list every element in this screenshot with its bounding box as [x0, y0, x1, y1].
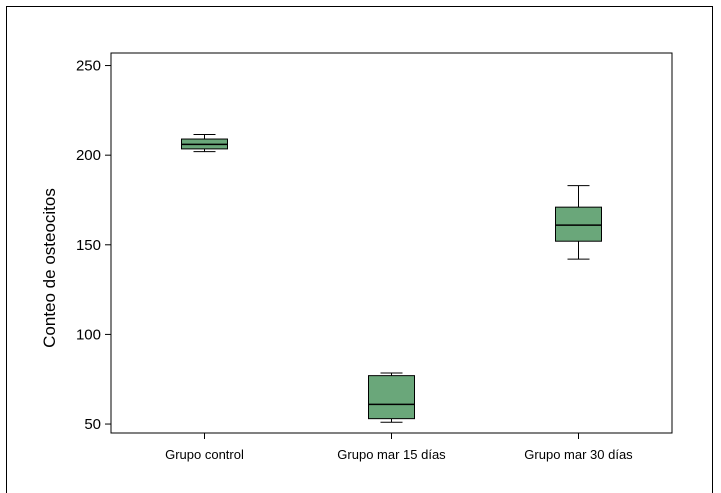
x-axis: Grupo control Grupo mar 15 días Grupo mar …: [165, 433, 633, 462]
x-tick-label: Grupo mar 30 días: [524, 447, 633, 462]
x-tick-label: Grupo control: [165, 447, 244, 462]
y-axis: 50 100 150 200 250: [76, 58, 111, 433]
y-tick-label: 200: [76, 147, 101, 164]
figure-frame: [6, 6, 713, 493]
box-2: [555, 185, 602, 260]
y-tick-label: 250: [76, 58, 101, 75]
y-tick-label: 100: [76, 326, 101, 343]
box-0: [181, 134, 228, 153]
y-axis-title: Conteo de osteocitos: [40, 188, 59, 348]
x-tick-label: Grupo mar 15 días: [337, 447, 446, 462]
y-tick-label: 50: [84, 416, 101, 433]
box-1: [368, 372, 415, 423]
boxes: [181, 134, 602, 423]
y-tick-label: 150: [76, 237, 101, 254]
iqr-box: [368, 375, 415, 420]
iqr-box: [555, 206, 602, 242]
